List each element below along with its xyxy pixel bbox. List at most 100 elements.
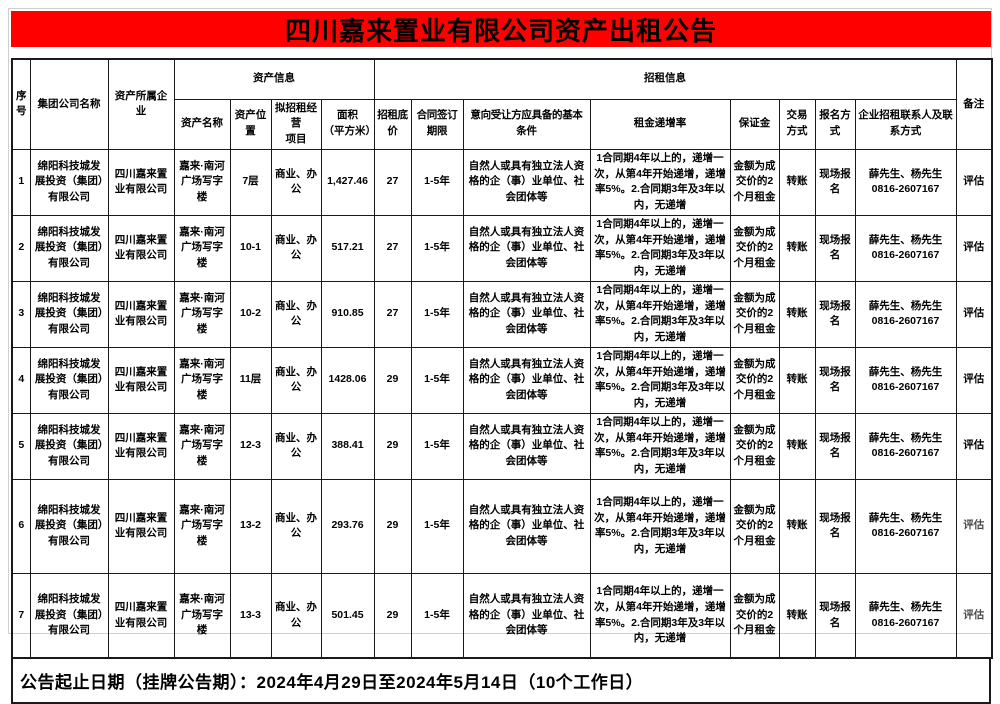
area-cell: 1,427.46 (320, 148, 375, 216)
asset-owner-cell: 四川嘉来置业有限公司 (107, 280, 175, 348)
contact-cell: 薛先生、杨先生 0816-2607167 (854, 214, 957, 282)
asset-owner-cell: 四川嘉来置业有限公司 (107, 346, 175, 414)
header-business-project: 拟招租经营 项目 (270, 98, 322, 150)
contract-term-cell: 1-5年 (410, 148, 464, 216)
serial-cell: 5 (11, 412, 31, 480)
business-project-cell: 商业、办公 (270, 412, 322, 480)
announcement-title: 四川嘉来置业有限公司资产出租公告 (11, 11, 991, 47)
asset-position-cell: 10-2 (229, 280, 272, 348)
header-trade-method: 交易方式 (778, 98, 816, 150)
remark-cell: 评估 (955, 572, 993, 659)
contract-term-cell: 1-5年 (410, 346, 464, 414)
asset-position-cell: 13-2 (229, 478, 272, 574)
header-signup-method: 报名方式 (814, 98, 856, 150)
asset-position-cell: 10-1 (229, 214, 272, 282)
base-price-cell: 27 (373, 148, 412, 216)
business-project-cell: 商业、办公 (270, 148, 322, 216)
header-contract-term: 合同签订期限 (410, 98, 464, 150)
deposit-cell: 金额为成交价的2个月租金 (729, 280, 780, 348)
business-project-cell: 商业、办公 (270, 214, 322, 282)
header-transferee-conditions: 意向受让方应具备的基本条件 (462, 98, 591, 150)
group-company-cell: 绵阳科技城发展投资（集团）有限公司 (29, 280, 109, 348)
asset-name-cell: 嘉来·南河广场写字楼 (173, 346, 231, 414)
trade-method-cell: 转账 (778, 346, 816, 414)
serial-cell: 1 (11, 148, 31, 216)
base-price-cell: 29 (373, 572, 412, 659)
contract-term-cell: 1-5年 (410, 412, 464, 480)
header-base-price: 招租底价 (373, 98, 412, 150)
group-company-cell: 绵阳科技城发展投资（集团）有限公司 (29, 478, 109, 574)
serial-cell: 4 (11, 346, 31, 414)
table-row: 2 绵阳科技城发展投资（集团）有限公司 四川嘉来置业有限公司 嘉来·南河广场写字楼 10… (11, 214, 993, 282)
header-deposit: 保证金 (729, 98, 780, 150)
asset-name-cell: 嘉来·南河广场写字楼 (173, 280, 231, 348)
contact-cell: 薛先生、杨先生 0816-2607167 (854, 280, 957, 348)
contract-term-cell: 1-5年 (410, 214, 464, 282)
contact-cell: 薛先生、杨先生 0816-2607167 (854, 572, 957, 659)
asset-name-cell: 嘉来·南河广场写字楼 (173, 478, 231, 574)
trade-method-cell: 转账 (778, 280, 816, 348)
header-row-sub: 资产名称 资产位置 拟招租经营 项目 面积 （平方米） 招租底价 合同签订期限 … (12, 98, 992, 150)
asset-position-cell: 12-3 (229, 412, 272, 480)
table-body: 1 绵阳科技城发展投资（集团）有限公司 四川嘉来置业有限公司 嘉来·南河广场写字楼 7层… (11, 148, 993, 659)
header-asset-owner: 资产所属企业 (107, 58, 175, 150)
contract-term-cell: 1-5年 (410, 478, 464, 574)
remark-cell: 评估 (955, 148, 993, 216)
trade-method-cell: 转账 (778, 214, 816, 282)
asset-position-cell: 13-3 (229, 572, 272, 659)
rent-increase-cell: 1合同期4年以上的，递增一次，从第4年开始递增，递增率5%。2.合同期3年及3年… (589, 148, 731, 216)
group-company-cell: 绵阳科技城发展投资（集团）有限公司 (29, 148, 109, 216)
transferee-conditions-cell: 自然人或具有独立法人资格的企（事）业单位、社会团体等 (462, 280, 591, 348)
table-row: 3 绵阳科技城发展投资（集团）有限公司 四川嘉来置业有限公司 嘉来·南河广场写字楼 10… (11, 280, 993, 348)
table-row: 7 绵阳科技城发展投资（集团）有限公司 四川嘉来置业有限公司 嘉来·南河广场写字楼 13… (11, 572, 993, 659)
contract-term-cell: 1-5年 (410, 572, 464, 659)
deposit-cell: 金额为成交价的2个月租金 (729, 412, 780, 480)
group-company-cell: 绵阳科技城发展投资（集团）有限公司 (29, 346, 109, 414)
rent-increase-cell: 1合同期4年以上的，递增一次，从第4年开始递增，递增率5%。2.合同期3年及3年… (589, 572, 731, 659)
area-cell: 517.21 (320, 214, 375, 282)
group-company-cell: 绵阳科技城发展投资（集团）有限公司 (29, 572, 109, 659)
contract-term-cell: 1-5年 (410, 280, 464, 348)
header-asset-info-group: 资产信息 (173, 58, 375, 100)
remark-cell: 评估 (955, 412, 993, 480)
serial-cell: 6 (11, 478, 31, 574)
header-group-company: 集团公司名称 (29, 58, 109, 150)
header-contact: 企业招租联系人及联系方式 (854, 98, 957, 150)
asset-name-cell: 嘉来·南河广场写字楼 (173, 214, 231, 282)
remark-cell: 评估 (955, 478, 993, 574)
group-company-cell: 绵阳科技城发展投资（集团）有限公司 (29, 412, 109, 480)
rent-increase-cell: 1合同期4年以上的，递增一次，从第4年开始递增，递增率5%。2.合同期3年及3年… (589, 346, 731, 414)
header-rent-increase: 租金递增率 (589, 98, 731, 150)
signup-method-cell: 现场报名 (814, 412, 856, 480)
table-row: 5 绵阳科技城发展投资（集团）有限公司 四川嘉来置业有限公司 嘉来·南河广场写字楼 12… (11, 412, 993, 480)
rent-increase-cell: 1合同期4年以上的，递增一次，从第4年开始递增，递增率5%。2.合同期3年及3年… (589, 214, 731, 282)
contact-cell: 薛先生、杨先生 0816-2607167 (854, 478, 957, 574)
business-project-cell: 商业、办公 (270, 572, 322, 659)
transferee-conditions-cell: 自然人或具有独立法人资格的企（事）业单位、社会团体等 (462, 346, 591, 414)
serial-cell: 7 (11, 572, 31, 659)
announcement-table: 序号 集团公司名称 资产所属企业 资产信息 招租信息 备注 资产名称 资产位置 … (11, 58, 993, 660)
table-row: 4 绵阳科技城发展投资（集团）有限公司 四川嘉来置业有限公司 嘉来·南河广场写字楼 11… (11, 346, 993, 414)
deposit-cell: 金额为成交价的2个月租金 (729, 478, 780, 574)
announcement-period: 公告起止日期（挂牌公告期）：2024年4月29日至2024年5月14日（10个工… (11, 659, 991, 704)
asset-owner-cell: 四川嘉来置业有限公司 (107, 214, 175, 282)
transferee-conditions-cell: 自然人或具有独立法人资格的企（事）业单位、社会团体等 (462, 412, 591, 480)
contact-cell: 薛先生、杨先生 0816-2607167 (854, 412, 957, 480)
trade-method-cell: 转账 (778, 478, 816, 574)
asset-owner-cell: 四川嘉来置业有限公司 (107, 572, 175, 659)
header-asset-name: 资产名称 (173, 98, 231, 150)
header-remark: 备注 (955, 58, 993, 150)
deposit-cell: 金额为成交价的2个月租金 (729, 148, 780, 216)
rent-increase-cell: 1合同期4年以上的，递增一次，从第4年开始递增，递增率5%。2.合同期3年及3年… (589, 280, 731, 348)
table-row: 6 绵阳科技城发展投资（集团）有限公司 四川嘉来置业有限公司 嘉来·南河广场写字楼 13… (11, 478, 993, 574)
remark-cell: 评估 (955, 346, 993, 414)
base-price-cell: 29 (373, 478, 412, 574)
header-leasing-info-group: 招租信息 (373, 58, 957, 100)
area-cell: 910.85 (320, 280, 375, 348)
deposit-cell: 金额为成交价的2个月租金 (729, 214, 780, 282)
contact-cell: 薛先生、杨先生 0816-2607167 (854, 346, 957, 414)
group-company-cell: 绵阳科技城发展投资（集团）有限公司 (29, 214, 109, 282)
header-row-groups: 序号 集团公司名称 资产所属企业 资产信息 招租信息 备注 (11, 58, 993, 150)
area-cell: 388.41 (320, 412, 375, 480)
trade-method-cell: 转账 (778, 572, 816, 659)
